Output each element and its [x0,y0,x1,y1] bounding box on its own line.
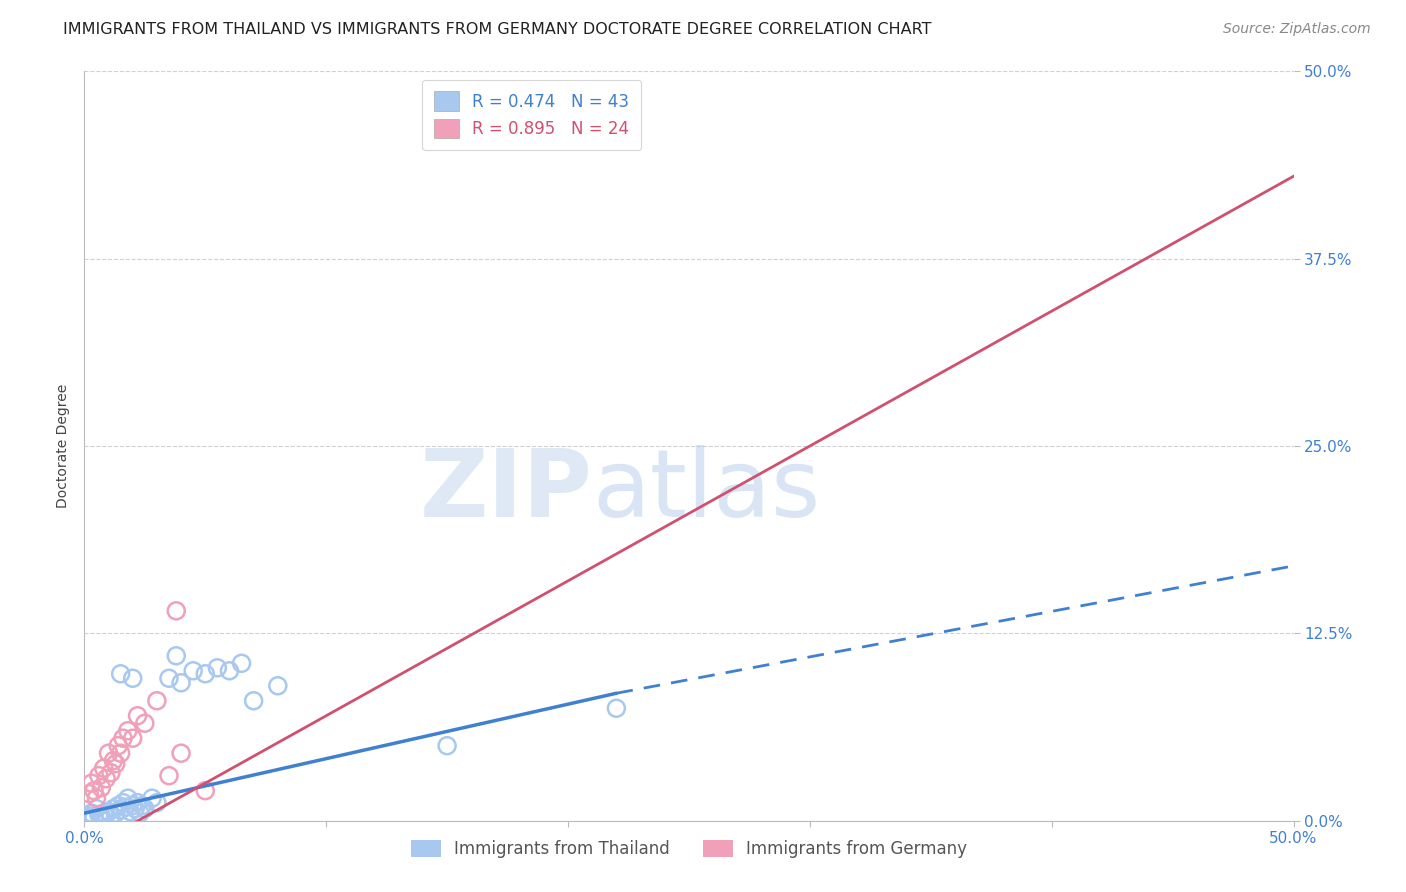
Point [100,809,122,823]
Point [436,739,458,753]
Point [93,761,115,775]
Point [146,694,169,708]
Point [117,791,139,805]
Point [131,798,153,813]
Point [170,746,193,760]
Point [124,802,146,816]
Point [110,803,132,817]
Point [127,796,149,810]
Y-axis label: Doctorate Degree: Doctorate Degree [56,384,70,508]
Point [94,772,117,786]
Point [87,807,110,822]
Point [83,783,105,797]
Text: IMMIGRANTS FROM THAILAND VS IMMIGRANTS FROM GERMANY DOCTORATE DEGREE CORRELATION: IMMIGRANTS FROM THAILAND VS IMMIGRANTS F… [63,22,932,37]
Point [134,802,156,816]
Point [80,806,103,821]
Point [218,664,240,678]
Legend: Immigrants from Thailand, Immigrants from Germany: Immigrants from Thailand, Immigrants fro… [404,833,974,864]
Point [207,661,229,675]
Point [112,731,135,746]
Point [104,806,127,821]
Point [170,675,193,690]
Point [157,769,180,783]
Point [134,716,156,731]
Point [231,657,253,671]
Point [86,802,108,816]
Point [103,754,125,768]
Point [121,731,143,746]
Text: Source: ZipAtlas.com: Source: ZipAtlas.com [1223,22,1371,37]
Point [100,765,122,780]
Point [90,780,112,795]
Point [120,805,142,819]
Point [94,807,117,822]
Point [121,798,143,813]
Point [77,787,100,801]
Point [117,723,139,738]
Point [86,791,108,805]
Point [121,671,143,685]
Point [141,791,163,805]
Point [87,769,110,783]
Point [114,800,136,814]
Point [97,746,120,760]
Point [79,811,101,825]
Point [110,666,132,681]
Point [90,809,112,823]
Point [165,648,187,663]
Point [157,671,180,685]
Point [165,604,187,618]
Point [77,811,100,825]
Point [80,776,103,790]
Point [181,664,204,678]
Point [110,746,132,760]
Text: ZIP: ZIP [419,445,592,537]
Point [129,806,152,821]
Point [194,783,217,797]
Point [112,796,135,810]
Point [104,756,127,771]
Point [93,806,115,821]
Point [83,811,105,825]
Point [605,701,627,715]
Point [107,798,129,813]
Point [77,809,100,823]
Point [107,739,129,753]
Point [127,708,149,723]
Point [103,802,125,816]
Text: atlas: atlas [592,445,821,537]
Point [194,666,217,681]
Point [267,679,290,693]
Point [97,805,120,819]
Point [242,694,264,708]
Point [146,796,169,810]
Point [76,812,98,826]
